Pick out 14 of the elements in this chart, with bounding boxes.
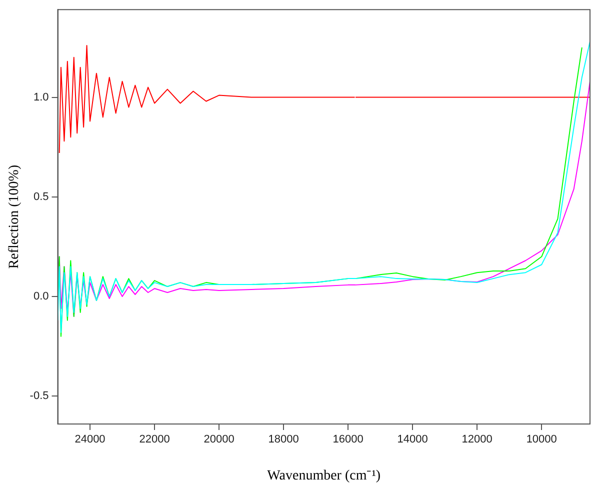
- x-tick-label: 10000: [526, 434, 557, 446]
- x-tick-label: 22000: [139, 434, 170, 446]
- x-tick-label: 16000: [332, 434, 364, 446]
- x-axis-title: Wavenumber (cm⁻¹): [267, 468, 381, 484]
- x-tick-label: 14000: [397, 434, 428, 446]
- x-tick-label: 24000: [74, 434, 106, 446]
- y-tick-label: 0.0: [33, 290, 49, 303]
- x-tick-label: 12000: [462, 434, 492, 446]
- x-tick-label: 20000: [204, 434, 234, 446]
- y-axis-title: Reflection (100%): [7, 164, 22, 269]
- y-tick-label: 1.0: [33, 91, 49, 104]
- y-tick-label: 0.5: [33, 190, 49, 203]
- x-tick-label: 18000: [268, 434, 299, 446]
- y-tick-label: -0.5: [30, 390, 49, 402]
